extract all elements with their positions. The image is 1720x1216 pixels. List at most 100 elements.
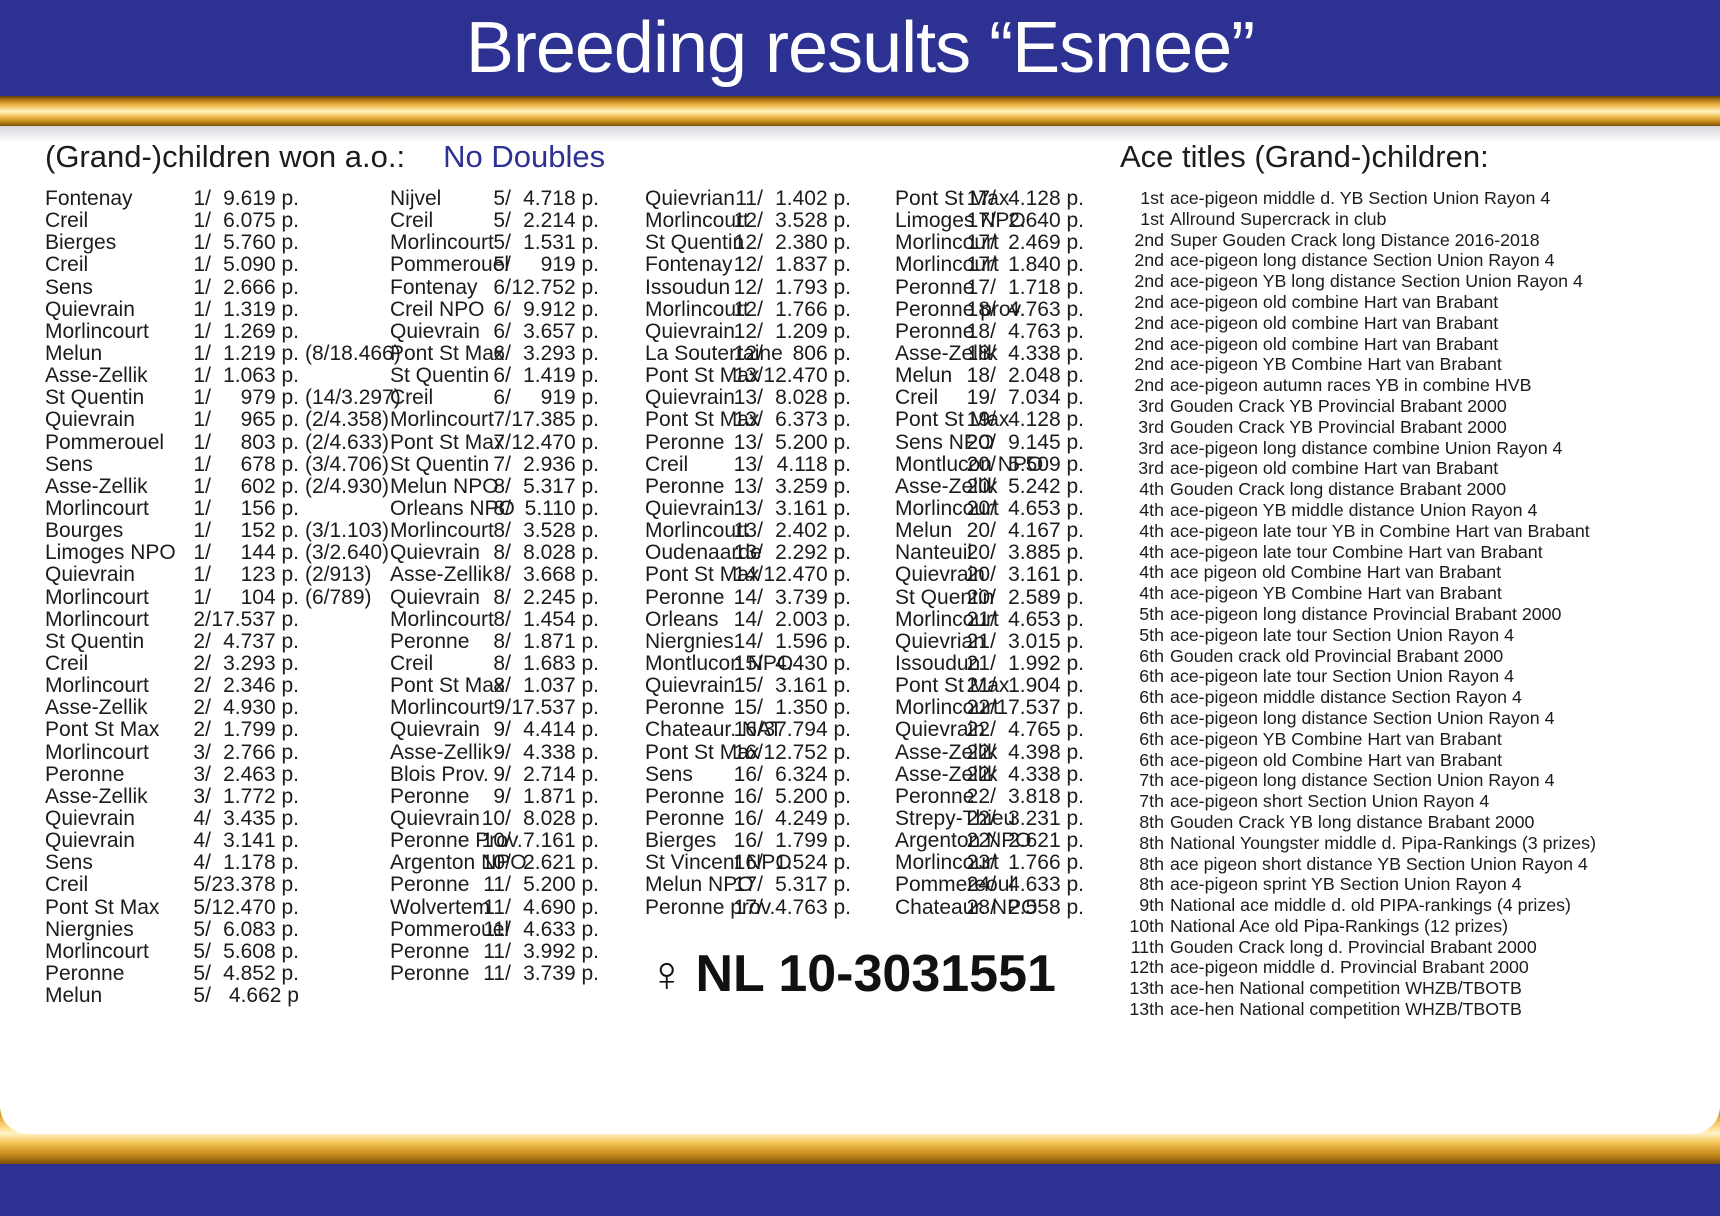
race-rank: 6 [493, 297, 505, 321]
rank-separator: / [505, 519, 511, 543]
ace-title-item: 13th ace-hen National competition WHZB/TB… [1118, 978, 1596, 999]
ace-title-item: 8th Gouden Crack YB long distance Brabant… [1118, 812, 1596, 833]
race-name: Sens [45, 452, 93, 476]
race-rank: 14 [733, 563, 757, 587]
ace-ordinal: 4th [1139, 562, 1164, 583]
race-rank: 18 [966, 297, 990, 321]
rank-separator: / [990, 629, 996, 653]
race-name: Sens [45, 275, 93, 299]
race-name: Asse-Zellik [895, 341, 998, 365]
race-note: (3/1.103) [305, 519, 390, 543]
race-rank: 1 [193, 253, 205, 277]
race-rank: 21 [966, 674, 990, 698]
rank-separator: / [757, 541, 763, 565]
race-score: 17/ 5.317 p. [731, 874, 851, 896]
race-rank: 20 [966, 563, 990, 587]
race-name: Morlincourt [895, 851, 999, 875]
race-rank: 5 [493, 231, 505, 255]
race-rank: 18 [966, 341, 990, 365]
race-rank: 1 [193, 541, 205, 565]
ace-title-text: ace-pigeon middle distance Section Rayon… [1170, 687, 1522, 708]
race-note: (8/18.466) [305, 341, 401, 365]
race-rank: 22 [966, 740, 990, 764]
race-score: 17/ 4.128 p. [964, 187, 1084, 210]
race-score: 11/ 3.992 p. [479, 940, 599, 963]
race-score: 2/ 3.293 p. [179, 652, 299, 675]
race-score: 1/ 104 p. (6/789) [179, 586, 371, 609]
race-name: St Quentin [390, 364, 490, 388]
race-score: 1/ 803 p. (2/4.633) [179, 431, 389, 454]
ace-title-text: National Youngster middle d. Pipa-Rankin… [1170, 832, 1596, 853]
race-score: 12/ 806 p. [731, 341, 851, 365]
rank-separator: / [205, 895, 211, 919]
race-points: 4.852 p. [223, 961, 299, 985]
race-score: 15/ 4.430 p. [731, 651, 851, 675]
race-score: 2/ 2.346 p. [179, 674, 299, 697]
ace-title-text: ace-hen National competition WHZB/TBOTB [1170, 978, 1522, 999]
ace-title-text: Gouden Crack long d. Provincial Brabant … [1170, 936, 1537, 957]
race-points: 4.763 p. [1008, 297, 1084, 321]
race-rank: 5 [493, 209, 505, 233]
race-score: 20/ 5.242 p. [964, 475, 1084, 498]
ace-title-item: 3rd Gouden Crack YB Provincial Brabant 20… [1118, 396, 1596, 417]
results-heading: (Grand-)children won a.o.: No Doubles [45, 139, 605, 175]
ace-title-item: 3rd Gouden Crack YB Provincial Brabant 20… [1118, 417, 1596, 438]
ace-ordinal: 6th [1139, 666, 1164, 687]
race-points: 1.683 p. [523, 651, 599, 675]
race-score: 8/ 1.871 p. [479, 630, 599, 653]
race-rank: 6 [493, 319, 505, 343]
ace-title-text: ace-pigeon sprint YB Section Union Rayon… [1170, 874, 1522, 895]
race-points: 6.083 p. [223, 917, 299, 941]
race-rank: 1 [193, 408, 205, 432]
race-points: 9.145 p. [1008, 430, 1084, 454]
race-rank: 23 [966, 851, 990, 875]
race-name: Orleans [645, 607, 719, 631]
rank-separator: / [205, 341, 211, 365]
race-name: Peronne Prov. [390, 829, 523, 853]
race-name: Morlincourt [390, 519, 494, 543]
ace-ordinal: 3rd [1138, 437, 1164, 458]
ace-title-item: 10th National Ace old Pipa-Rankings (12 p… [1118, 916, 1596, 937]
race-name: Asse-Zellik [45, 696, 148, 720]
race-name: Chateaur. NPO [895, 895, 1038, 919]
rank-separator: / [757, 563, 763, 587]
ace-title-item: 6th ace-pigeon late tour Section Union Ra… [1118, 666, 1596, 687]
race-name: Montlucon NPO [895, 452, 1044, 476]
race-score: 7/12.470 p. [479, 431, 599, 454]
race-rank: 1 [193, 519, 205, 543]
race-rank: 12 [733, 341, 757, 365]
race-rank: 1 [193, 319, 205, 343]
rank-separator: / [205, 607, 211, 631]
race-name: Oudenaarde [645, 541, 762, 565]
race-name: Quievrain [645, 674, 735, 698]
race-name: Issoudun [645, 275, 731, 299]
ace-title-item: 6th ace-pigeon old Combine Hart van Braba… [1118, 750, 1596, 771]
ace-title-item: 2nd ace-pigeon old combine Hart van Braba… [1118, 313, 1596, 334]
ace-title-item: 6th Gouden crack old Provincial Brabant 2… [1118, 646, 1596, 667]
race-name: Quievrain [645, 319, 735, 343]
race-points: 1.596 p. [775, 629, 851, 653]
ace-title-text: ace-pigeon YB Combine Hart van Brabant [1170, 354, 1502, 375]
race-score: 2/ 4.930 p. [179, 697, 299, 719]
race-name: Morlincourt [45, 496, 149, 520]
race-name: Creil [45, 651, 89, 675]
race-points: 4.737 p. [223, 629, 299, 653]
race-name: Peronne [645, 784, 725, 808]
race-rank: 12 [733, 319, 757, 343]
rank-separator: / [205, 784, 211, 808]
race-points: 4.430 p. [775, 651, 851, 675]
race-points: 3.015 p. [1008, 629, 1084, 653]
ace-title-text: ace-pigeon middle d. YB Section Union Ra… [1170, 188, 1551, 208]
race-score: 6/ 3.293 p. [479, 342, 599, 365]
race-rank: 1 [193, 231, 205, 255]
race-rank: 4 [193, 829, 205, 853]
race-points: 1.219 p. [223, 341, 299, 365]
race-score: 14/ 3.739 p. [731, 586, 851, 609]
rank-separator: / [990, 253, 996, 277]
race-points: 2.292 p. [775, 541, 851, 565]
rank-separator: / [505, 452, 511, 476]
race-rank: 13 [733, 408, 757, 432]
race-name: Peronne [895, 319, 975, 343]
race-score: 9/ 1.871 p. [479, 785, 599, 808]
race-rank: 11 [483, 917, 505, 941]
